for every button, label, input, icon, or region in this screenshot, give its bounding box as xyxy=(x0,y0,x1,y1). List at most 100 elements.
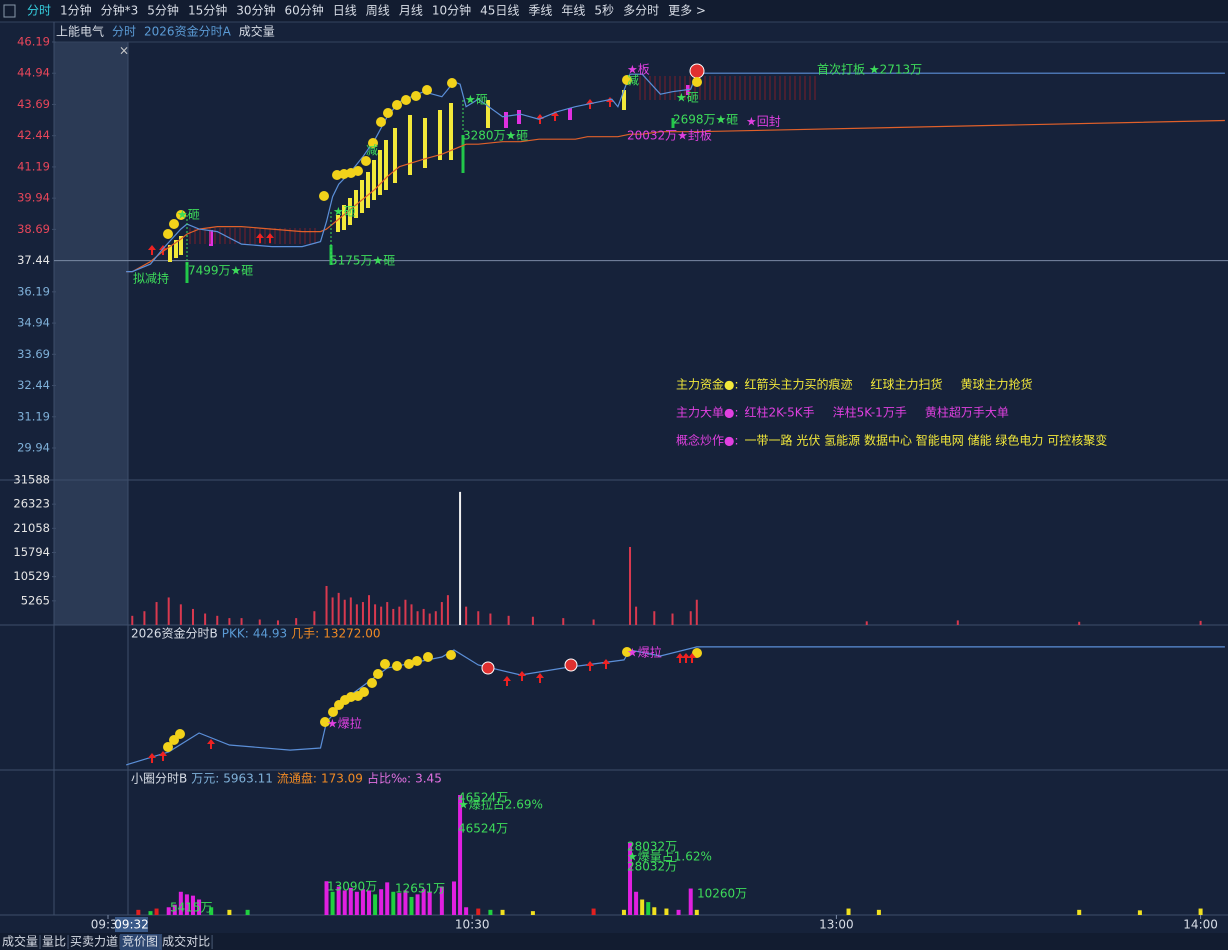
toolbar-item[interactable]: 季线 xyxy=(528,4,552,18)
cursor-box xyxy=(115,917,148,932)
flow-bar xyxy=(245,909,250,915)
annotation: ★回封 xyxy=(746,115,781,129)
annotation: ★板 xyxy=(627,63,650,77)
flow-bar xyxy=(628,842,633,915)
annotation: ★砸 xyxy=(676,91,699,105)
toolbar-item[interactable]: 日线 xyxy=(333,4,357,18)
annotation: 5175万★砸 xyxy=(330,254,395,268)
signal-ball xyxy=(392,661,402,671)
volume-bar xyxy=(689,611,692,625)
buy-arrow xyxy=(682,653,690,663)
flow-bar xyxy=(379,889,384,915)
annotation: 5415万 xyxy=(170,901,213,915)
signal-bar xyxy=(486,100,490,128)
flow-bar xyxy=(403,890,408,915)
toolbar-item[interactable]: 10分钟 xyxy=(432,3,471,18)
volume-bar xyxy=(392,608,395,625)
buy-arrow xyxy=(159,751,167,761)
y-tick-label: 5265 xyxy=(21,593,50,607)
volume-bar xyxy=(240,618,243,625)
signal-ball xyxy=(175,729,185,739)
toolbar-item[interactable]: 15分钟 xyxy=(188,3,227,18)
signal-bar xyxy=(366,172,370,208)
toolbar-item[interactable]: 60分钟 xyxy=(285,3,324,18)
signal-bar-magenta xyxy=(568,108,572,120)
flow-bar xyxy=(652,907,657,915)
tab[interactable]: 买卖力道 xyxy=(70,935,118,949)
flow-bar xyxy=(1137,910,1142,915)
volume-bar xyxy=(204,613,207,625)
legend-item: 红箭头主力买的痕迹 xyxy=(745,377,853,392)
volume-bar xyxy=(349,597,352,625)
volume-bar xyxy=(434,611,437,625)
signal-ball xyxy=(422,85,432,95)
flow-bar xyxy=(342,890,347,915)
signal-ball xyxy=(692,648,702,658)
signal-bar xyxy=(423,118,427,168)
signal-bar xyxy=(360,180,364,213)
legend-item: 黄球主力抢货 xyxy=(961,377,1033,392)
buy-arrow xyxy=(676,653,684,663)
volume-bar xyxy=(295,618,298,625)
flow-bar xyxy=(646,902,651,915)
volume-bar xyxy=(531,616,534,625)
annotation: 13090万 xyxy=(327,880,377,894)
flow-bar xyxy=(451,881,456,915)
volume-bar xyxy=(368,595,371,625)
toolbar-item[interactable]: 1分钟 xyxy=(60,3,92,18)
signal-ball xyxy=(447,78,457,88)
toolbar-icon[interactable] xyxy=(3,4,16,18)
signal-bar xyxy=(622,90,626,110)
volume-bar xyxy=(507,615,510,625)
volume-bar xyxy=(337,592,340,625)
signal-bar-green xyxy=(671,118,675,128)
toolbar-item[interactable]: 5分钟 xyxy=(147,3,179,18)
tab[interactable]: 竞价图 xyxy=(122,935,158,949)
indicator-name: 2026资金分时A xyxy=(144,24,232,39)
flow-bar xyxy=(664,908,669,915)
flow-bar xyxy=(154,908,159,915)
tab[interactable]: 成交对比 xyxy=(162,934,210,949)
flow-bar xyxy=(1077,909,1082,915)
annotation: 20032万★封板 xyxy=(627,129,712,143)
flow-bar xyxy=(500,909,505,915)
legend-item: 洋柱5K-1万手 xyxy=(833,405,907,420)
toolbar-item[interactable]: 分钟*3 xyxy=(101,3,139,18)
volume-bar xyxy=(325,585,328,625)
field-label: 占比‰: xyxy=(367,771,411,786)
toolbar-item[interactable]: 年线 xyxy=(561,4,585,18)
volume-bar xyxy=(1078,621,1081,625)
toolbar-item[interactable]: 多分时 xyxy=(623,4,659,18)
stock-name: 上能电气 xyxy=(56,24,104,39)
toolbar-item[interactable]: 更多 > xyxy=(668,4,706,18)
toolbar-item[interactable]: 月线 xyxy=(399,4,423,18)
signal-ball xyxy=(423,652,433,662)
toolbar-item[interactable]: 45日线 xyxy=(480,4,519,18)
signal-ball xyxy=(163,229,173,239)
close-button[interactable]: × xyxy=(119,44,129,58)
flow-bar xyxy=(591,908,596,915)
toolbar-item[interactable]: 分时 xyxy=(27,4,51,18)
volume-bar xyxy=(155,602,158,625)
volume-bar xyxy=(167,597,170,625)
toolbar-item[interactable]: 30分钟 xyxy=(236,3,275,18)
signal-bar-green xyxy=(461,135,465,173)
y-tick-label: 26323 xyxy=(13,497,50,511)
legend-label: 主力资金●: xyxy=(676,377,739,392)
volume-bar xyxy=(179,604,182,625)
tab[interactable]: 量比 xyxy=(42,935,66,949)
toolbar-item[interactable]: 5秒 xyxy=(594,4,614,18)
y-tick-label: 39.94 xyxy=(17,191,50,205)
annotation: 10260万 xyxy=(697,887,747,901)
annotation: ★砸 xyxy=(333,205,356,219)
y-tick-label: 31588 xyxy=(13,473,50,487)
flow-bar xyxy=(367,890,372,915)
toolbar-item[interactable]: 周线 xyxy=(366,4,390,18)
legend-label: 主力大单●: xyxy=(676,406,739,420)
volume-bar xyxy=(416,611,419,625)
buy-arrow xyxy=(207,739,215,749)
y-tick-label: 33.69 xyxy=(17,347,50,361)
tab[interactable]: 成交量 xyxy=(2,934,38,949)
volume-bar xyxy=(592,619,595,625)
